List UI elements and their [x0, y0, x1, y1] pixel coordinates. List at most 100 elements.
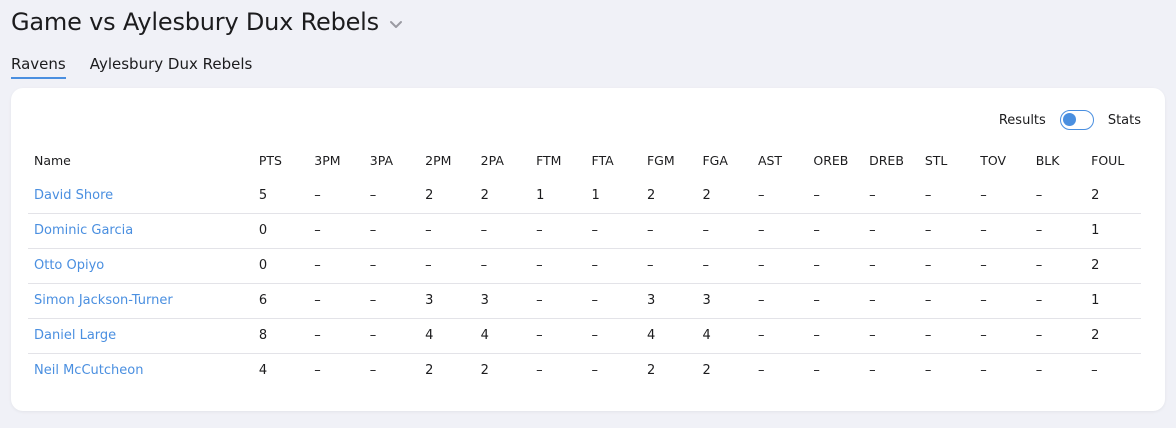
- stat-cell-3pm: –: [308, 352, 364, 388]
- stat-cell-blk: –: [1029, 282, 1086, 318]
- table-row: Simon Jackson-Turner 6– –3 3– –3 3– – – – – –1: [28, 282, 1141, 318]
- table-row: David Shore 5 – – 2 2 1 1 2 2 – – – – – – 2: [28, 178, 1141, 213]
- column-header-3pa[interactable]: 3PA: [369, 153, 394, 168]
- column-header-stl[interactable]: STL: [924, 153, 948, 168]
- column-header-ftm[interactable]: FTM: [536, 153, 562, 168]
- stat-cell-ast: –: [757, 187, 765, 203]
- stat-cell-blk: –: [1029, 247, 1086, 283]
- stat-cell-fta: –: [585, 212, 641, 248]
- stat-cell-fga: –: [696, 212, 752, 248]
- stat-cell-fta: –: [585, 317, 641, 353]
- stat-cell-blk: –: [1035, 187, 1043, 203]
- stat-cell-ftm: –: [530, 247, 586, 283]
- stat-cell-foul: 1: [1085, 212, 1141, 248]
- player-link[interactable]: Daniel Large: [34, 328, 117, 343]
- stat-cell-foul: 1: [1085, 282, 1141, 318]
- table-row: Neil McCutcheon 4– –2 2– –2 2– – – – – – –: [28, 352, 1141, 388]
- tab-aylesbury-dux-rebels[interactable]: Aylesbury Dux Rebels: [89, 55, 253, 73]
- stat-cell-ast: –: [751, 247, 808, 283]
- column-header-fgm[interactable]: FGM: [646, 153, 675, 168]
- player-name-cell: Neil McCutcheon: [28, 352, 253, 388]
- stat-cell-fga: –: [696, 247, 752, 283]
- player-link[interactable]: Otto Opiyo: [34, 258, 105, 273]
- stat-cell-dreb: –: [863, 352, 919, 388]
- stat-cell-fga: 3: [696, 282, 752, 318]
- stat-cell-2pm: 3: [419, 282, 475, 318]
- column-header-fta[interactable]: FTA: [591, 153, 614, 168]
- column-header-pts[interactable]: PTS: [258, 153, 282, 168]
- stat-cell-ast: –: [751, 317, 808, 353]
- table-row: Dominic Garcia 0– – – – – – – – – – – – – –1: [28, 212, 1141, 248]
- stat-cell-blk: –: [1029, 212, 1086, 248]
- player-name-cell: David Shore: [28, 178, 253, 213]
- box-score-table: Name PTS 3PM 3PA 2PM 2PA FTM FTA FGM FGA AST OREB DR…: [28, 143, 1141, 388]
- stat-cell-foul: –: [1085, 352, 1141, 388]
- player-link[interactable]: Simon Jackson-Turner: [34, 293, 173, 308]
- stat-cell-2pa: –: [474, 212, 531, 248]
- stat-cell-2pm: –: [419, 247, 475, 283]
- stat-cell-fta: 1: [591, 187, 600, 203]
- stat-cell-fgm: –: [640, 247, 697, 283]
- stat-cell-3pm: –: [308, 317, 364, 353]
- column-header-dreb[interactable]: DREB: [869, 153, 904, 168]
- column-header-2pm[interactable]: 2PM: [425, 153, 452, 168]
- column-header-ast[interactable]: AST: [757, 153, 783, 168]
- stat-cell-fgm: 3: [640, 282, 697, 318]
- stat-cell-stl: –: [918, 317, 975, 353]
- view-toggle: Results Stats: [999, 110, 1141, 130]
- stat-cell-fgm: –: [640, 212, 697, 248]
- stat-cell-fga: 4: [696, 317, 752, 353]
- stat-cell-3pa: –: [369, 187, 377, 203]
- column-header-blk[interactable]: BLK: [1035, 153, 1060, 168]
- stat-cell-fgm: 2: [646, 187, 656, 203]
- player-name-cell: Otto Opiyo: [28, 247, 253, 283]
- column-header-tov[interactable]: TOV: [980, 153, 1007, 168]
- stat-cell-ftm: –: [530, 212, 586, 248]
- switch-knob: [1062, 113, 1076, 126]
- column-header-foul[interactable]: FOUL: [1091, 153, 1125, 168]
- stat-cell-ftm: –: [530, 282, 586, 318]
- player-name-cell: Daniel Large: [28, 317, 253, 353]
- stat-cell-pts: 8: [252, 317, 309, 353]
- stat-cell-fta: –: [585, 282, 641, 318]
- stat-cell-fta: –: [585, 247, 641, 283]
- game-title-dropdown[interactable]: Game vs Aylesbury Dux Rebels: [11, 8, 405, 36]
- table-row: Daniel Large 8– –4 4– –4 4– – – – – –2: [28, 317, 1141, 353]
- player-name-cell: Dominic Garcia: [28, 212, 253, 248]
- stat-cell-tov: –: [974, 352, 1030, 388]
- stat-cell-3pa: –: [363, 352, 420, 388]
- column-header-name[interactable]: Name: [34, 153, 71, 168]
- stat-cell-dreb: –: [869, 187, 876, 203]
- stat-cell-ftm: –: [530, 317, 586, 353]
- column-header-2pa[interactable]: 2PA: [480, 153, 504, 168]
- stat-cell-oreb: –: [807, 317, 864, 353]
- player-link[interactable]: Neil McCutcheon: [34, 363, 144, 379]
- column-header-3pm[interactable]: 3PM: [314, 153, 341, 168]
- stat-cell-2pa: 2: [480, 187, 489, 203]
- column-header-oreb[interactable]: OREB: [813, 153, 849, 168]
- player-link[interactable]: Dominic Garcia: [34, 223, 134, 238]
- results-stats-switch[interactable]: [1059, 110, 1094, 130]
- stat-cell-2pm: 2: [419, 352, 475, 388]
- stat-cell-3pm: –: [308, 282, 364, 318]
- stat-cell-dreb: –: [863, 212, 919, 248]
- stat-cell-3pa: –: [363, 317, 420, 353]
- stat-cell-2pa: 3: [474, 282, 531, 318]
- stat-cell-ast: –: [751, 282, 808, 318]
- stat-cell-stl: –: [918, 282, 975, 318]
- stat-cell-2pa: 2: [474, 352, 531, 388]
- stat-cell-pts: 5: [258, 187, 268, 203]
- player-link[interactable]: David Shore: [34, 187, 114, 203]
- stat-cell-tov: –: [980, 187, 987, 203]
- stat-cell-tov: –: [974, 317, 1030, 353]
- column-header-fga[interactable]: FGA: [702, 153, 728, 168]
- stats-card: Results Stats Name PTS 3PM 3PA 2PM 2PA FTM FTA F…: [11, 88, 1165, 411]
- stat-cell-3pm: –: [308, 247, 364, 283]
- tab-ravens[interactable]: Ravens: [11, 55, 66, 79]
- stat-cell-pts: 0: [252, 247, 309, 283]
- chevron-down-icon: [389, 20, 402, 28]
- stat-cell-oreb: –: [807, 352, 864, 388]
- stat-cell-ftm: –: [530, 352, 586, 388]
- page-title: Game vs Aylesbury Dux Rebels: [11, 8, 379, 36]
- stat-cell-oreb: –: [807, 247, 864, 283]
